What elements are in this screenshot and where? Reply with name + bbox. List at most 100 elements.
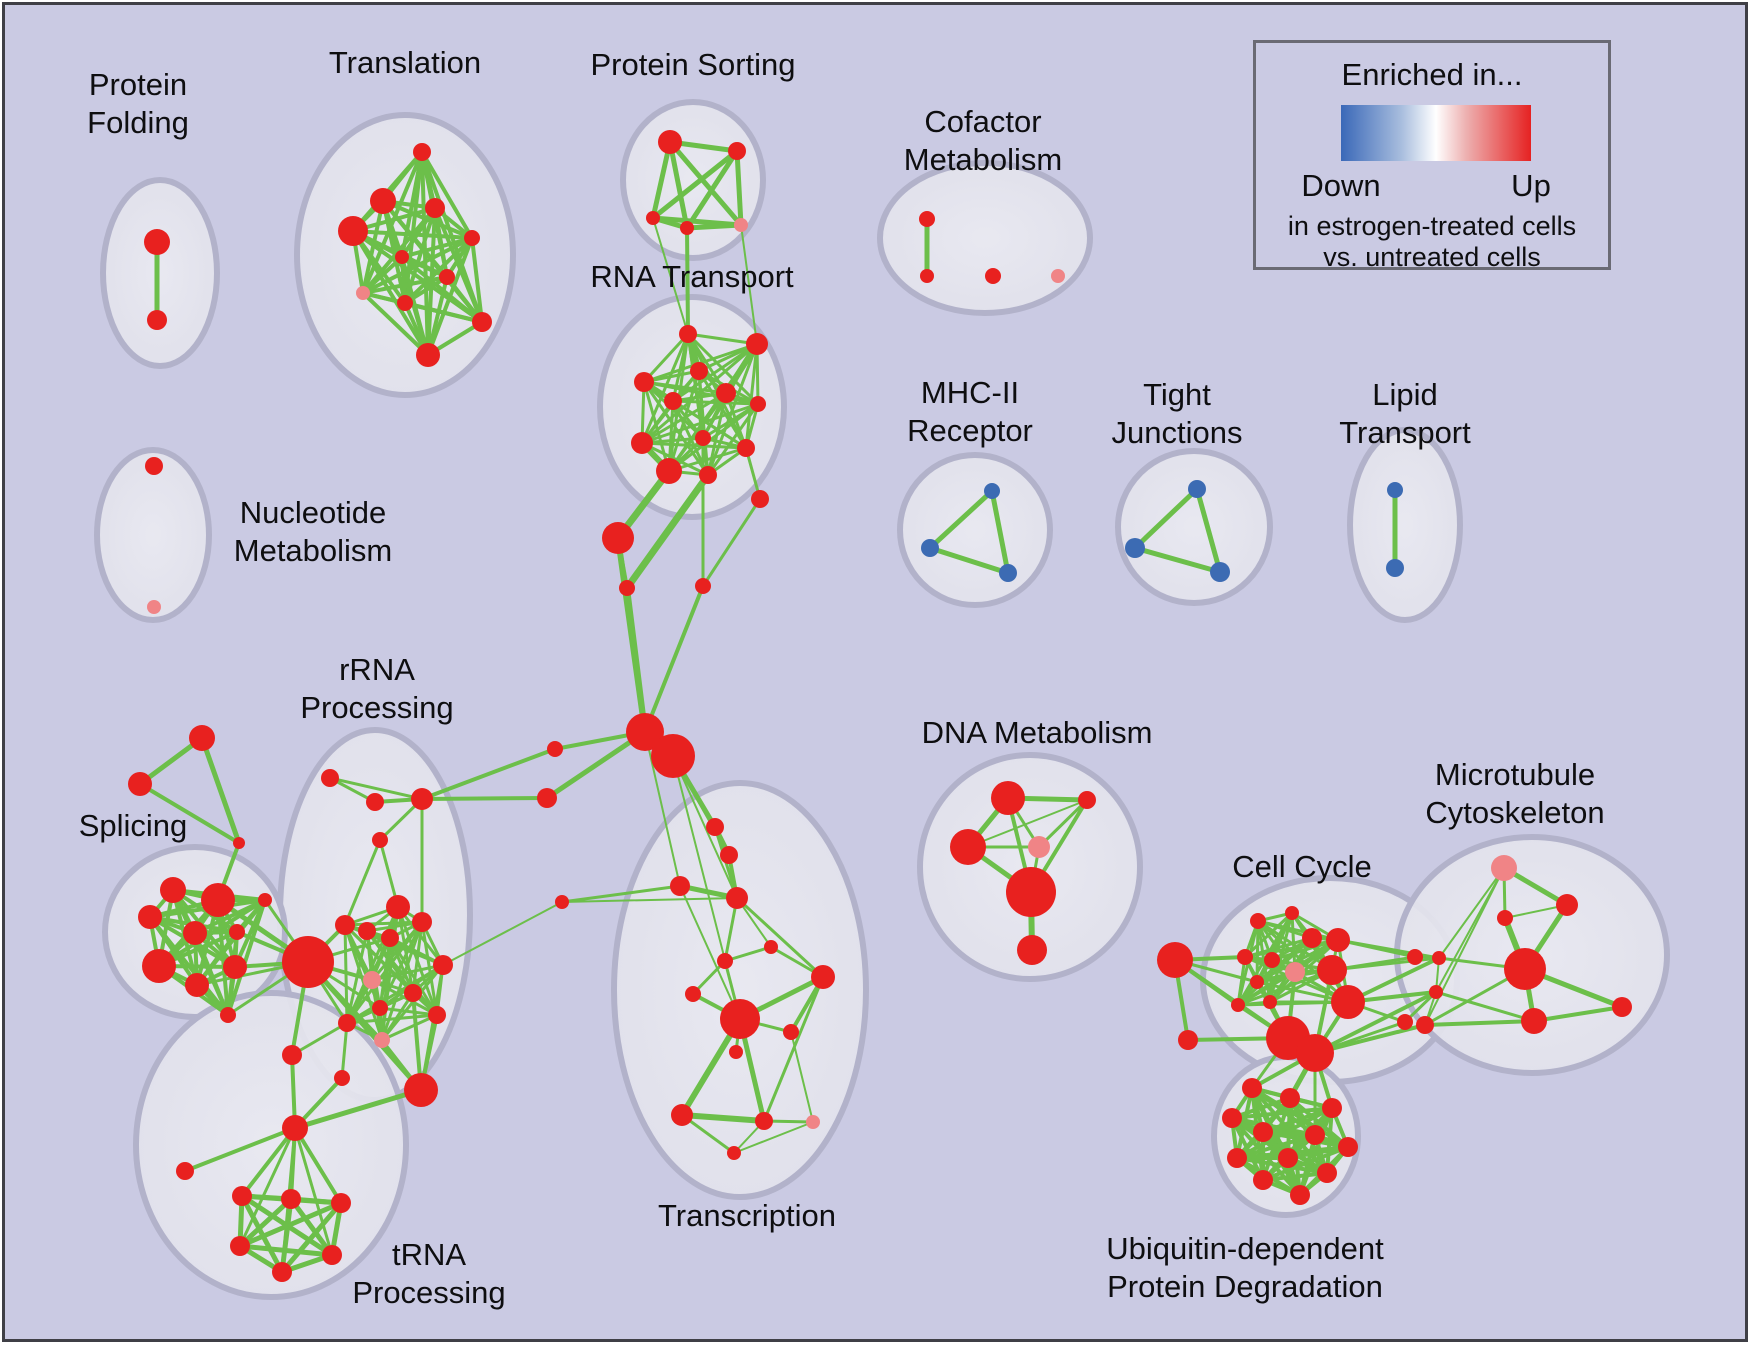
node-cc11 <box>1231 998 1245 1012</box>
node-tx4 <box>726 887 748 909</box>
edge <box>195 898 267 987</box>
cluster-ellipse-transcription <box>611 780 869 1200</box>
node-tx15 <box>727 1146 741 1160</box>
node-cc5 <box>1326 928 1350 952</box>
node-mt6 <box>1429 985 1443 999</box>
cluster-ellipse-cofactor-metabolism <box>877 160 1093 316</box>
edge <box>735 896 825 979</box>
node-rt9 <box>631 432 653 454</box>
edge <box>671 399 760 406</box>
edge <box>361 291 430 357</box>
edge <box>1532 1005 1624 1023</box>
edge <box>1230 1106 1334 1120</box>
edge <box>561 897 738 903</box>
node-rt6 <box>716 383 736 403</box>
edge <box>351 229 430 357</box>
cluster-label-trna-processing: tRNA Processing <box>352 1237 505 1310</box>
node-rr16 <box>374 1032 390 1048</box>
node-cc16 <box>1285 906 1299 920</box>
node-rr11 <box>404 984 422 1002</box>
edge <box>1230 1096 1292 1120</box>
node-cf4 <box>1051 269 1065 283</box>
edge <box>744 342 759 450</box>
edge <box>642 380 671 473</box>
edge <box>380 1013 439 1042</box>
node-cc15 <box>1250 913 1266 929</box>
edge <box>183 1126 297 1173</box>
edge <box>157 898 267 968</box>
node-tn7 <box>176 1162 194 1180</box>
node-cn2 <box>602 522 634 554</box>
edge <box>642 380 760 406</box>
node-nm1 <box>145 457 163 475</box>
cluster-ellipse-lipid-transport <box>1347 427 1463 623</box>
edge <box>927 545 1011 576</box>
cluster-label-dna-metabolism: DNA Metabolism <box>922 715 1153 750</box>
node-ub8 <box>1278 1148 1298 1168</box>
edge <box>237 1200 344 1249</box>
cluster-ellipse-dna-metabolism <box>917 752 1143 982</box>
cluster-ellipse-mhc-ii-receptor <box>897 452 1053 608</box>
node-cn1 <box>751 490 769 508</box>
edge <box>237 1196 294 1249</box>
edge <box>684 222 744 231</box>
node-mt8 <box>1521 1008 1547 1034</box>
edge <box>650 148 740 221</box>
edge <box>640 391 728 445</box>
edge <box>1268 911 1294 1004</box>
legend-gradient-bar <box>1341 105 1531 161</box>
edge <box>1037 798 1089 849</box>
edge <box>667 446 748 473</box>
edge <box>1423 1019 1536 1027</box>
node-tn5 <box>322 1245 342 1265</box>
edge <box>1261 1171 1329 1182</box>
node-tn3 <box>331 1193 351 1213</box>
node-ub4 <box>1222 1108 1242 1128</box>
edge <box>967 799 1088 848</box>
edge <box>403 275 449 305</box>
node-tx13 <box>755 1112 773 1130</box>
edge <box>426 275 449 357</box>
node-rr12 <box>433 955 453 975</box>
edge <box>343 838 382 927</box>
node-tg2 <box>128 772 152 796</box>
node-mt7 <box>1416 1016 1434 1034</box>
node-tx5 <box>764 940 778 954</box>
edge <box>361 275 449 295</box>
node-tj2 <box>1125 538 1145 558</box>
node-ub9 <box>1338 1137 1358 1157</box>
edge <box>989 488 1011 576</box>
node-rt10 <box>737 439 755 457</box>
node-sp1 <box>138 905 162 929</box>
edge <box>701 497 762 588</box>
node-lt1 <box>1387 482 1403 498</box>
cluster-label-protein-folding: Protein Folding <box>87 67 189 140</box>
node-ps1 <box>658 130 682 154</box>
edge <box>361 150 424 295</box>
node-rr14 <box>428 1006 446 1024</box>
edge <box>790 1031 814 1123</box>
node-sp6 <box>142 949 176 983</box>
node-rr17 <box>404 1073 438 1107</box>
edge <box>667 139 744 228</box>
node-rt3 <box>690 362 708 380</box>
cluster-label-cell-cycle: Cell Cycle <box>1232 849 1372 884</box>
node-hb <box>282 936 334 988</box>
cluster-ellipse-nucleotide-metabolism <box>94 447 212 623</box>
node-tg1 <box>189 725 215 751</box>
legend-down-label: Down <box>1301 168 1381 203</box>
node-mt2 <box>1556 894 1578 916</box>
node-rr3 <box>411 788 433 810</box>
cluster-label-lipid-transport: Lipid Transport <box>1339 377 1471 450</box>
edge <box>679 885 741 1020</box>
edge <box>293 1126 343 1205</box>
node-rr18 <box>334 1070 350 1086</box>
edge <box>237 1243 335 1258</box>
edge <box>361 255 404 295</box>
node-rr13 <box>372 1000 388 1016</box>
node-mh2 <box>921 539 939 557</box>
legend-caption: in estrogen-treated cells vs. untreated … <box>1256 211 1608 273</box>
node-cc2 <box>1237 949 1253 965</box>
node-dn3 <box>950 829 986 865</box>
edge <box>420 796 549 801</box>
